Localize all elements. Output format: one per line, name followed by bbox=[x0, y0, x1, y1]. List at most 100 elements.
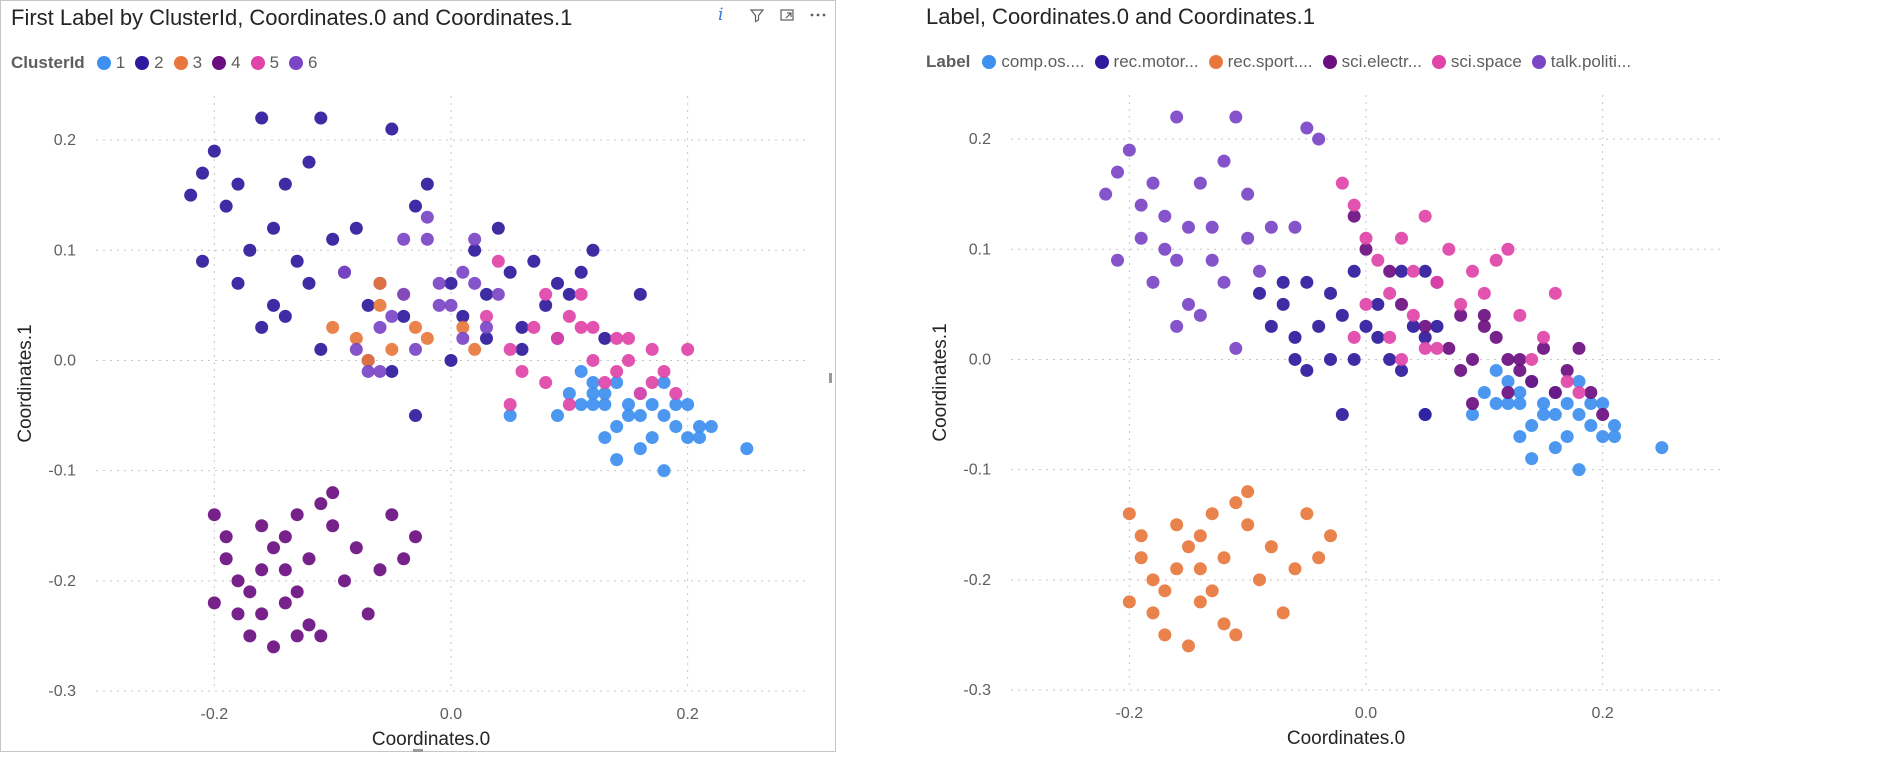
scatter-point[interactable] bbox=[409, 320, 422, 334]
scatter-point[interactable] bbox=[1418, 341, 1432, 355]
scatter-point[interactable] bbox=[397, 232, 411, 246]
scatter-point[interactable] bbox=[1477, 386, 1491, 399]
scatter-point[interactable] bbox=[574, 364, 588, 378]
scatter-point[interactable] bbox=[669, 387, 683, 400]
scatter-point[interactable] bbox=[551, 331, 564, 345]
scatter-point[interactable] bbox=[610, 364, 624, 378]
scatter-point[interactable] bbox=[1253, 264, 1266, 278]
scatter-point[interactable] bbox=[1560, 430, 1574, 444]
legend-item[interactable]: rec.sport.... bbox=[1208, 52, 1313, 72]
scatter-point[interactable] bbox=[610, 331, 624, 345]
scatter-point[interactable] bbox=[468, 276, 482, 290]
scatter-point[interactable] bbox=[598, 375, 612, 389]
scatter-point[interactable] bbox=[622, 331, 635, 345]
scatter-point[interactable] bbox=[1466, 408, 1479, 422]
legend-item[interactable]: 5 bbox=[250, 53, 279, 73]
scatter-point[interactable] bbox=[1182, 220, 1195, 234]
scatter-point[interactable] bbox=[1193, 308, 1207, 322]
scatter-point[interactable] bbox=[1501, 242, 1515, 256]
scatter-point[interactable] bbox=[1217, 617, 1231, 631]
scatter-point[interactable] bbox=[302, 155, 316, 169]
scatter-point[interactable] bbox=[1347, 198, 1361, 212]
legend-item[interactable]: 1 bbox=[96, 53, 125, 73]
scatter-point[interactable] bbox=[385, 508, 399, 522]
scatter-point[interactable] bbox=[1205, 220, 1219, 234]
scatter-point[interactable] bbox=[539, 287, 553, 301]
scatter-point[interactable] bbox=[740, 442, 754, 456]
scatter-point[interactable] bbox=[622, 409, 635, 423]
scatter-point[interactable] bbox=[1229, 110, 1243, 124]
scatter-point[interactable] bbox=[586, 353, 600, 367]
scatter-point[interactable] bbox=[1454, 363, 1468, 377]
scatter-point[interactable] bbox=[1371, 253, 1385, 267]
scatter-point[interactable] bbox=[290, 629, 304, 643]
scatter-point[interactable] bbox=[267, 640, 280, 654]
scatter-point[interactable] bbox=[1241, 231, 1255, 245]
scatter-point[interactable] bbox=[361, 298, 375, 312]
legend-item[interactable]: talk.politi... bbox=[1531, 52, 1631, 72]
scatter-point[interactable] bbox=[1288, 330, 1302, 344]
scatter-point[interactable] bbox=[1608, 430, 1621, 444]
scatter-point[interactable] bbox=[456, 331, 470, 345]
scatter-point[interactable] bbox=[633, 387, 647, 400]
scatter-point[interactable] bbox=[539, 375, 553, 389]
scatter-point[interactable] bbox=[1312, 319, 1326, 333]
scatter-point[interactable] bbox=[1122, 507, 1136, 521]
scatter-point[interactable] bbox=[1548, 286, 1562, 300]
scatter-point[interactable] bbox=[1418, 319, 1432, 333]
scatter-point[interactable] bbox=[1312, 551, 1326, 565]
scatter-point[interactable] bbox=[1146, 606, 1160, 620]
scatter-point[interactable] bbox=[361, 607, 375, 621]
scatter-point[interactable] bbox=[1572, 386, 1586, 399]
scatter-point[interactable] bbox=[338, 265, 351, 279]
scatter-point[interactable] bbox=[1170, 562, 1184, 576]
scatter-point[interactable] bbox=[1525, 374, 1539, 388]
scatter-point[interactable] bbox=[1253, 286, 1266, 300]
scatter-point[interactable] bbox=[255, 563, 269, 577]
scatter-point[interactable] bbox=[1572, 374, 1586, 388]
scatter-point[interactable] bbox=[326, 320, 340, 334]
scatter-point[interactable] bbox=[610, 375, 624, 389]
scatter-point[interactable] bbox=[456, 309, 470, 323]
scatter-point[interactable] bbox=[1217, 275, 1231, 289]
scatter-point[interactable] bbox=[231, 607, 245, 621]
scatter-point[interactable] bbox=[1158, 584, 1172, 598]
scatter-point[interactable] bbox=[1335, 408, 1349, 422]
scatter-point[interactable] bbox=[645, 431, 659, 445]
scatter-point[interactable] bbox=[1122, 143, 1136, 157]
scatter-point[interactable] bbox=[314, 111, 328, 125]
scatter-point[interactable] bbox=[1217, 154, 1231, 168]
scatter-point[interactable] bbox=[1454, 297, 1468, 311]
scatter-point[interactable] bbox=[491, 254, 505, 268]
scatter-point[interactable] bbox=[1406, 264, 1420, 278]
scatter-point[interactable] bbox=[1537, 397, 1550, 411]
scatter-point[interactable] bbox=[1466, 264, 1479, 278]
scatter-point[interactable] bbox=[456, 320, 470, 334]
scatter-point[interactable] bbox=[598, 331, 612, 345]
scatter-plot-area[interactable]: 0.2 0.1 0.0 -0.1 -0.2 -0.3 -0.2 0.0 0.2 Coordinat… bbox=[916, 0, 1752, 752]
scatter-point[interactable] bbox=[1146, 275, 1160, 289]
scatter-point[interactable] bbox=[1170, 110, 1184, 124]
scatter-point[interactable] bbox=[1347, 209, 1361, 223]
scatter-point[interactable] bbox=[1158, 242, 1172, 256]
resize-handle[interactable] bbox=[413, 749, 423, 752]
scatter-point[interactable] bbox=[586, 398, 600, 412]
scatter-point[interactable] bbox=[267, 541, 280, 555]
scatter-point[interactable] bbox=[1193, 562, 1207, 576]
scatter-point[interactable] bbox=[314, 497, 328, 511]
scatter-point[interactable] bbox=[1359, 242, 1373, 256]
scatter-point[interactable] bbox=[1371, 330, 1385, 344]
scatter-point[interactable] bbox=[432, 298, 446, 312]
scatter-point[interactable] bbox=[693, 431, 706, 445]
legend-item[interactable]: 2 bbox=[135, 53, 164, 73]
scatter-point[interactable] bbox=[255, 607, 269, 621]
scatter-point[interactable] bbox=[1347, 352, 1361, 366]
scatter-point[interactable] bbox=[586, 387, 600, 400]
scatter-point[interactable] bbox=[231, 177, 245, 191]
scatter-point[interactable] bbox=[1347, 264, 1361, 278]
scatter-point[interactable] bbox=[1170, 253, 1184, 267]
scatter-point[interactable] bbox=[610, 420, 624, 434]
scatter-point[interactable] bbox=[1513, 352, 1527, 366]
scatter-point[interactable] bbox=[1513, 308, 1527, 322]
scatter-point[interactable] bbox=[196, 254, 209, 268]
